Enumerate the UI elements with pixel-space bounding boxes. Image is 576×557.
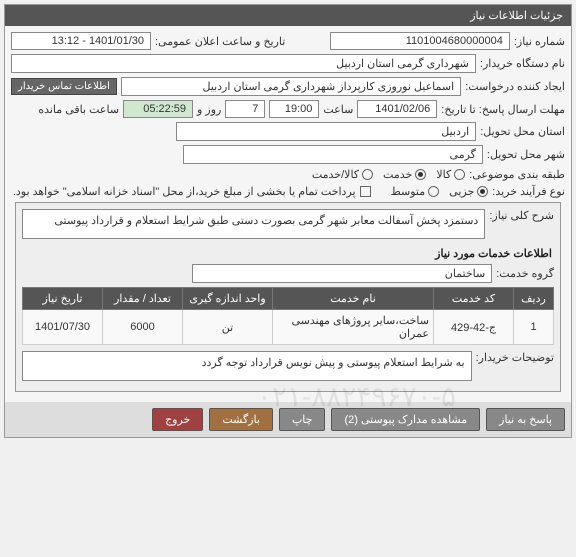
- contact-button[interactable]: اطلاعات تماس خریدار: [11, 78, 117, 95]
- buyer-org-value: شهرداری گرمی استان اردبیل: [11, 54, 476, 73]
- th-unit: واحد اندازه گیری: [183, 288, 273, 310]
- attachments-button[interactable]: مشاهده مدارک پیوستی (2): [331, 408, 480, 431]
- city-value: گرمی: [183, 145, 483, 164]
- cell-unit: تن: [183, 310, 273, 345]
- deadline-date: 1401/02/06: [357, 100, 437, 118]
- buyer-note-label: توضیحات خریدار:: [476, 351, 554, 364]
- row-buyer-org: نام دستگاه خریدار: شهرداری گرمی استان ار…: [11, 54, 565, 73]
- payment-note: پرداخت تمام یا بخشی از مبلغ خرید،از محل …: [13, 185, 356, 198]
- service-group-label: گروه خدمت:: [496, 267, 554, 280]
- th-needdate: تاریخ نیاز: [23, 288, 103, 310]
- cell-index: 1: [514, 310, 554, 345]
- details-panel: جزئیات اطلاعات نیاز شماره نیاز: 11010046…: [4, 4, 572, 438]
- row-city: شهر محل تحویل: گرمی: [11, 145, 565, 164]
- row-process: نوع فرآیند خرید: جزیی متوسط پرداخت تمام …: [11, 185, 565, 198]
- row-deadline: مهلت ارسال پاسخ: تا تاریخ: 1401/02/06 سا…: [11, 100, 565, 118]
- remain-time: 05:22:59: [123, 100, 193, 118]
- radio-kala-khadamat[interactable]: کالا/خدمت: [312, 168, 373, 181]
- days-value: 7: [225, 100, 265, 118]
- panel-title: جزئیات اطلاعات نیاز: [5, 5, 571, 26]
- deadline-time: 19:00: [269, 100, 319, 118]
- services-table: ردیف کد خدمت نام خدمت واحد اندازه گیری ت…: [22, 287, 554, 345]
- inner-panel: شرح کلی نیاز: دستمزد پخش آسفالت معابر شه…: [15, 202, 561, 392]
- th-qty: تعداد / مقدار: [103, 288, 183, 310]
- radio-kala[interactable]: کالا: [436, 168, 465, 181]
- panel-body: شماره نیاز: 1101004680000004 تاریخ و ساع…: [5, 26, 571, 402]
- payment-checkbox[interactable]: [360, 186, 371, 197]
- announce-value: 1401/01/30 - 13:12: [11, 32, 151, 50]
- desc-label: شرح کلی نیاز:: [489, 209, 554, 222]
- desc-text: دستمزد پخش آسفالت معابر شهر گرمی بصورت د…: [22, 209, 485, 239]
- services-title: اطلاعات خدمات مورد نیاز: [22, 243, 554, 264]
- print-button[interactable]: چاپ: [279, 408, 326, 431]
- radio-jozi[interactable]: جزیی: [449, 185, 488, 198]
- row-creator: ایجاد کننده درخواست: اسماعیل نوروزی کارپ…: [11, 77, 565, 96]
- service-group-value: ساختمان: [192, 264, 492, 283]
- back-button[interactable]: بازگشت: [209, 408, 273, 431]
- province-value: اردبیل: [176, 122, 476, 141]
- subject-class-label: طبقه بندی موضوعی:: [469, 168, 565, 181]
- row-service-group: گروه خدمت: ساختمان: [22, 264, 554, 283]
- th-name: نام خدمت: [273, 288, 434, 310]
- radio-kala-khadamat-label: کالا/خدمت: [312, 168, 359, 181]
- announce-label: تاریخ و ساعت اعلان عمومی:: [155, 35, 285, 48]
- th-code: کد خدمت: [434, 288, 514, 310]
- row-subject-class: طبقه بندی موضوعی: کالا خدمت کالا/خدمت: [11, 168, 565, 181]
- row-desc: شرح کلی نیاز: دستمزد پخش آسفالت معابر شه…: [22, 209, 554, 239]
- table-header-row: ردیف کد خدمت نام خدمت واحد اندازه گیری ت…: [23, 288, 554, 310]
- need-number-label: شماره نیاز:: [514, 35, 565, 48]
- remain-label: ساعت باقی مانده: [38, 103, 119, 116]
- cell-date: 1401/07/30: [23, 310, 103, 345]
- need-number-value: 1101004680000004: [330, 32, 510, 50]
- radio-kala-label: کالا: [436, 168, 451, 181]
- province-label: استان محل تحویل:: [480, 125, 565, 138]
- buyer-note-text: به شرایط استعلام پیوستی و پیش نویس قرارد…: [22, 351, 472, 381]
- cell-code: ج-42-429: [434, 310, 514, 345]
- city-label: شهر محل تحویل:: [487, 148, 565, 161]
- creator-value: اسماعیل نوروزی کارپرداز شهرداری گرمی است…: [121, 77, 461, 96]
- process-radio-group: جزیی متوسط: [391, 185, 489, 198]
- row-buyer-note: توضیحات خریدار: به شرایط استعلام پیوستی …: [22, 351, 554, 381]
- saat-label-1: ساعت: [323, 103, 353, 116]
- th-index: ردیف: [514, 288, 554, 310]
- row-need-number: شماره نیاز: 1101004680000004 تاریخ و ساع…: [11, 32, 565, 50]
- cell-name: ساخت،سایر پروژهای مهندسی عمران: [273, 310, 434, 345]
- footer-buttons: پاسخ به نیاز مشاهده مدارک پیوستی (2) چاپ…: [5, 402, 571, 437]
- radio-jozi-label: جزیی: [449, 185, 474, 198]
- radio-khadamat[interactable]: خدمت: [383, 168, 426, 181]
- subject-radio-group: کالا خدمت کالا/خدمت: [312, 168, 465, 181]
- rooz-label: روز و: [197, 103, 221, 116]
- respond-button[interactable]: پاسخ به نیاز: [486, 408, 565, 431]
- creator-label: ایجاد کننده درخواست:: [465, 80, 565, 93]
- deadline-label: مهلت ارسال پاسخ: تا تاریخ:: [441, 103, 565, 116]
- cell-qty: 6000: [103, 310, 183, 345]
- process-label: نوع فرآیند خرید:: [492, 185, 565, 198]
- radio-khadamat-label: خدمت: [383, 168, 412, 181]
- exit-button[interactable]: خروج: [152, 408, 203, 431]
- radio-motevasset[interactable]: متوسط: [391, 185, 440, 198]
- buyer-org-label: نام دستگاه خریدار:: [480, 57, 565, 70]
- radio-motevasset-label: متوسط: [391, 185, 426, 198]
- row-province: استان محل تحویل: اردبیل: [11, 122, 565, 141]
- table-row[interactable]: 1 ج-42-429 ساخت،سایر پروژهای مهندسی عمرا…: [23, 310, 554, 345]
